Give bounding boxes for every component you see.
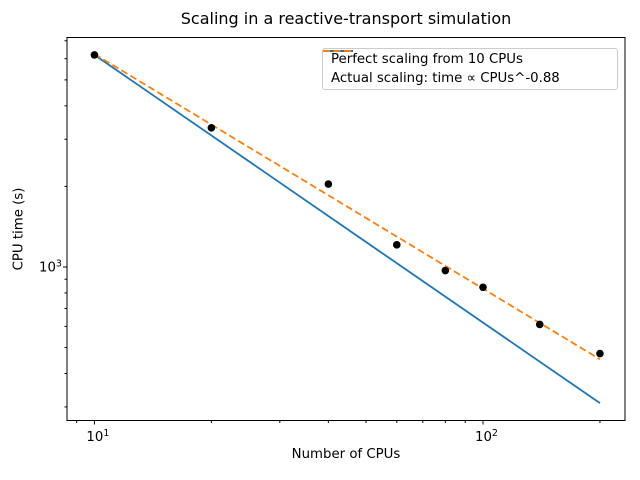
legend-line-sample-dashed bbox=[323, 50, 353, 52]
data-point bbox=[596, 349, 604, 358]
axes-frame bbox=[66, 37, 626, 421]
series-line-0 bbox=[93, 54, 601, 404]
y-tick-label: 103 bbox=[39, 258, 62, 275]
data-point bbox=[392, 241, 401, 249]
x-axis-label: Number of CPUs bbox=[291, 447, 401, 462]
legend: Perfect scaling from 10 CPUs Actual scal… bbox=[322, 48, 618, 90]
data-point bbox=[324, 180, 333, 188]
data-point bbox=[479, 283, 487, 292]
data-point bbox=[90, 51, 99, 59]
legend-entry: Actual scaling: time ∝ CPUs^-0.88 bbox=[323, 50, 609, 86]
data-point bbox=[535, 320, 544, 329]
series-line-1 bbox=[93, 53, 601, 361]
y-axis-label: CPU time (s) bbox=[11, 187, 27, 271]
x-tick-label: 101 bbox=[86, 428, 109, 445]
legend-label: Perfect scaling from 10 CPUs bbox=[331, 52, 523, 68]
chart-title: Scaling in a reactive-transport simulati… bbox=[180, 9, 512, 28]
data-point bbox=[441, 266, 450, 275]
legend-entry: Perfect scaling from 10 CPUs bbox=[323, 50, 609, 68]
data-point bbox=[207, 124, 216, 132]
x-tick-label: 102 bbox=[475, 428, 498, 445]
legend-label: Actual scaling: time ∝ CPUs^-0.88 bbox=[331, 70, 560, 86]
